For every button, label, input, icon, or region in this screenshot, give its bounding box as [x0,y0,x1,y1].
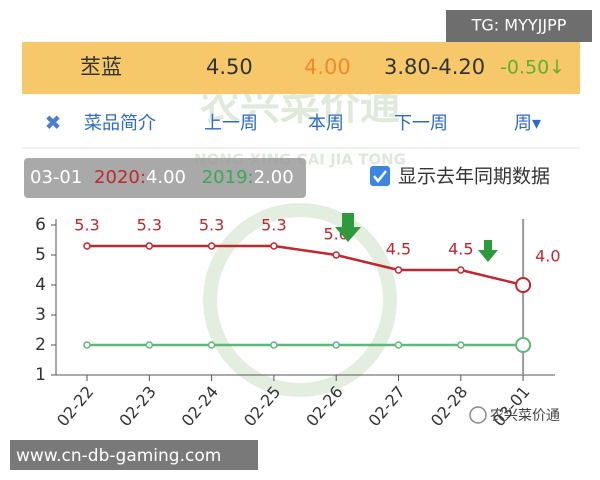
tooltip-value-2020: 4.00 [146,167,186,188]
x-tick-label: 02-24 [178,382,222,430]
point [145,341,154,349]
tooltip-date: 03-01 [30,167,82,188]
checkbox[interactable] [370,166,390,186]
product-row-bg [22,42,580,94]
y-tick-label: 6 [35,215,46,235]
nav-prev[interactable]: 上一周 [204,113,258,134]
product-name: 苤蓝 [80,55,122,79]
badge-bg [446,10,592,42]
point [515,337,532,353]
nav-period[interactable]: 周▾ [514,113,541,134]
site-bg [10,440,258,470]
y-tick-label: 4 [35,275,46,295]
point [270,341,278,349]
price-change: -0.50↓ [500,57,565,79]
point [207,341,216,349]
last-price: 4.00 [304,55,351,79]
checkmark [373,170,387,184]
tooltip-bg [24,158,306,198]
nav-next[interactable]: 下一周 [394,113,448,134]
x-tick-label: 02-23 [115,382,159,430]
nav-intro[interactable]: 菜品简介 [84,113,156,134]
y-tick-label: 5 [35,245,46,265]
down-arrow [335,213,361,242]
tooltip-value-2019: 2.00 [254,167,294,188]
series-line [87,244,524,287]
price-range: 3.80-4.20 [384,55,485,79]
x-tick-label: 02-25 [240,382,284,430]
price: 4.50 [206,55,253,79]
point [457,266,465,274]
down-arrow [478,240,498,262]
x-tick-label: 02-27 [365,382,409,430]
value-label: 5.3 [261,216,286,235]
value-label: 4.5 [386,240,411,259]
site: www.cn-db-gaming.com [16,446,221,466]
checkbox-label[interactable]: 显示去年同期数据 [398,166,550,188]
value-label: 4.0 [535,247,560,266]
point [332,341,340,349]
tooltip: 03-01 2020:4.00 2019:2.00 [30,167,294,188]
point [394,266,403,274]
point [515,277,532,293]
point [145,242,154,250]
value-label: 4.5 [448,240,473,259]
y-tick-label: 2 [35,335,46,355]
point [83,242,91,250]
point [394,341,403,349]
close-icon[interactable]: ✖ [45,111,62,135]
point [83,341,91,349]
footer-brand: 农兴菜价通 [490,408,560,424]
point [270,242,278,250]
tooltip-label-2020: 2020: [94,167,146,188]
x-tick-label: 02-28 [427,382,471,430]
point [332,251,340,259]
x-tick-label: 02-22 [53,382,97,430]
point [207,242,216,250]
nav-current[interactable]: 本周 [308,113,344,134]
y-tick-label: 1 [35,365,46,385]
value-label: 5.3 [74,216,99,235]
tooltip-label-2019: 2019: [202,167,254,188]
value-label: 5.3 [137,216,162,235]
y-tick-label: 3 [35,305,46,325]
wechat-icon [469,406,487,424]
badge: TG: MYYJJPP [471,16,567,35]
point [457,341,465,349]
value-label: 5.3 [199,216,224,235]
watermark-logo [203,203,397,397]
